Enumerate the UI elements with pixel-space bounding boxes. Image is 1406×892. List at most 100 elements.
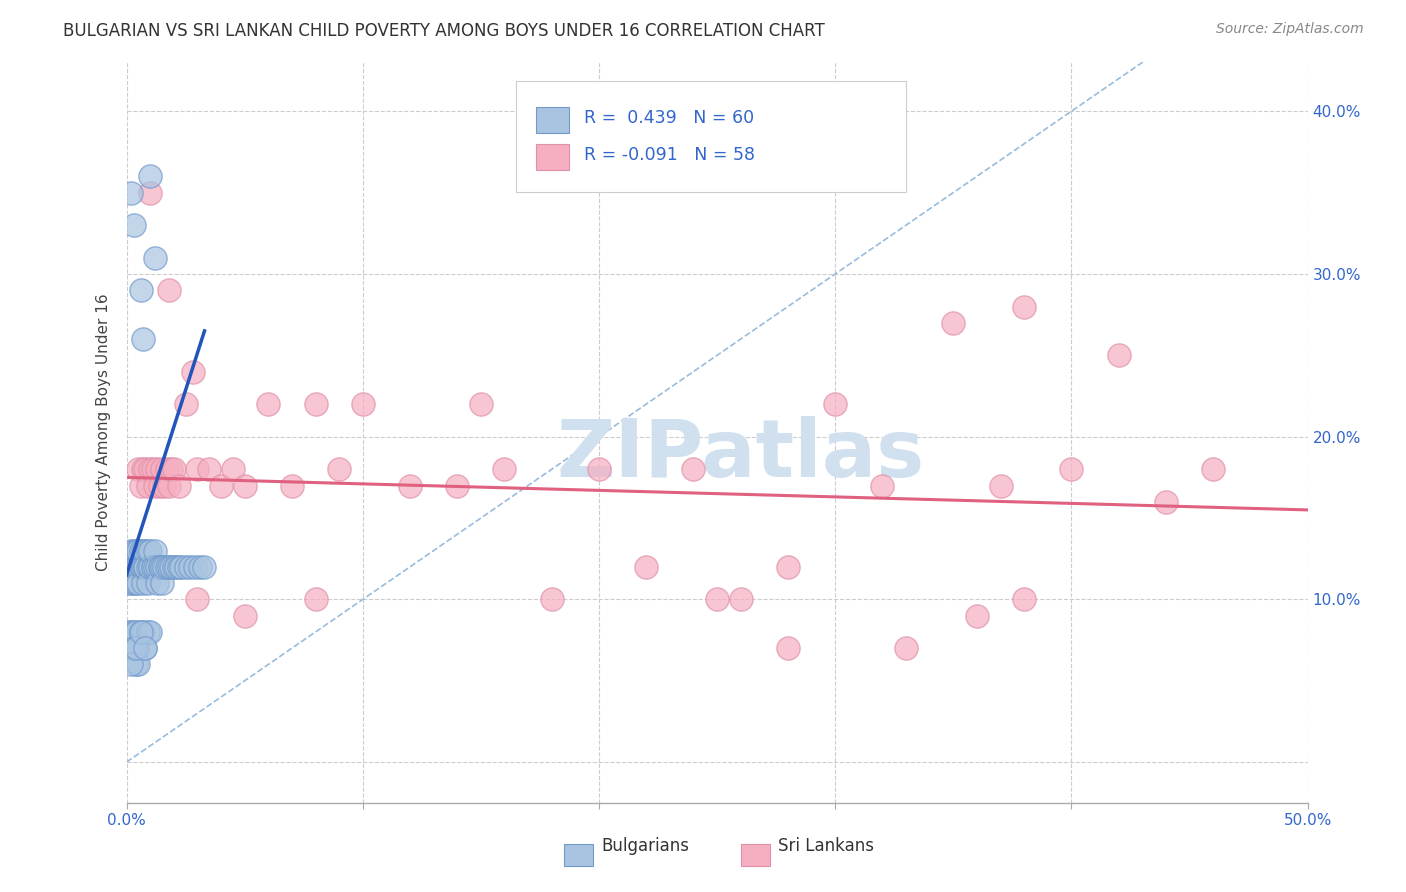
Bar — [536, 144, 569, 169]
Point — [150, 462, 173, 476]
Point — [136, 559, 159, 574]
Point — [134, 559, 156, 574]
Point — [132, 576, 155, 591]
Point — [118, 576, 141, 591]
Text: R =  0.439   N = 60: R = 0.439 N = 60 — [583, 109, 754, 127]
Point — [143, 543, 166, 558]
Text: Source: ZipAtlas.com: Source: ZipAtlas.com — [1216, 22, 1364, 37]
Point — [127, 462, 149, 476]
Point — [184, 559, 207, 574]
Point — [146, 576, 169, 591]
Point — [146, 462, 169, 476]
Point — [540, 592, 562, 607]
Point — [470, 397, 492, 411]
Point — [143, 251, 166, 265]
Point — [153, 478, 176, 492]
Point — [149, 559, 172, 574]
Point — [399, 478, 422, 492]
Point — [120, 657, 142, 672]
Point — [146, 559, 169, 574]
Point — [134, 543, 156, 558]
Point — [281, 478, 304, 492]
Text: Bulgarians: Bulgarians — [602, 838, 689, 855]
Point — [132, 543, 155, 558]
Point — [125, 543, 148, 558]
Point — [139, 169, 162, 184]
Point — [141, 559, 163, 574]
Point — [139, 186, 162, 200]
Point — [134, 641, 156, 656]
Point — [129, 543, 152, 558]
Point — [156, 462, 179, 476]
Point — [120, 559, 142, 574]
Point — [167, 559, 190, 574]
Text: BULGARIAN VS SRI LANKAN CHILD POVERTY AMONG BOYS UNDER 16 CORRELATION CHART: BULGARIAN VS SRI LANKAN CHILD POVERTY AM… — [63, 22, 825, 40]
Point — [139, 559, 162, 574]
Point — [118, 559, 141, 574]
Point — [141, 462, 163, 476]
Point — [122, 576, 145, 591]
Point — [157, 283, 180, 297]
Point — [132, 559, 155, 574]
Point — [129, 559, 152, 574]
Point — [122, 559, 145, 574]
Point — [136, 624, 159, 639]
Point — [125, 559, 148, 574]
Point — [328, 462, 350, 476]
Point — [494, 462, 516, 476]
Point — [163, 559, 186, 574]
Point — [186, 462, 208, 476]
Point — [636, 559, 658, 574]
Point — [129, 624, 152, 639]
Point — [990, 478, 1012, 492]
Point — [136, 543, 159, 558]
Point — [134, 559, 156, 574]
Point — [1108, 348, 1130, 362]
Point — [1154, 495, 1177, 509]
Point — [150, 576, 173, 591]
Point — [776, 559, 799, 574]
Point — [186, 592, 208, 607]
Point — [181, 365, 204, 379]
Point — [150, 559, 173, 574]
Y-axis label: Child Poverty Among Boys Under 16: Child Poverty Among Boys Under 16 — [96, 293, 111, 572]
Point — [163, 462, 186, 476]
Text: R = -0.091   N = 58: R = -0.091 N = 58 — [583, 146, 755, 164]
Point — [894, 641, 917, 656]
Point — [156, 559, 179, 574]
Point — [134, 462, 156, 476]
Point — [193, 559, 215, 574]
Point — [120, 641, 142, 656]
Point — [304, 592, 326, 607]
Point — [132, 462, 155, 476]
Point — [257, 397, 280, 411]
Text: Sri Lankans: Sri Lankans — [779, 838, 875, 855]
Point — [139, 624, 162, 639]
Point — [125, 641, 148, 656]
Bar — [741, 844, 770, 866]
Point — [1060, 462, 1083, 476]
Point — [127, 657, 149, 672]
Point — [127, 576, 149, 591]
Point — [125, 559, 148, 574]
Point — [129, 559, 152, 574]
Point — [132, 332, 155, 346]
Point — [706, 592, 728, 607]
Point — [188, 559, 211, 574]
Point — [134, 641, 156, 656]
Point — [222, 462, 245, 476]
Point — [446, 478, 468, 492]
Point — [127, 559, 149, 574]
Point — [209, 478, 232, 492]
Point — [129, 283, 152, 297]
Point — [141, 559, 163, 574]
Point — [118, 641, 141, 656]
Point — [143, 559, 166, 574]
Point — [125, 657, 148, 672]
Point — [118, 559, 141, 574]
Point — [122, 543, 145, 558]
Point — [160, 462, 183, 476]
Point — [132, 624, 155, 639]
Bar — [536, 107, 569, 133]
Point — [139, 543, 162, 558]
